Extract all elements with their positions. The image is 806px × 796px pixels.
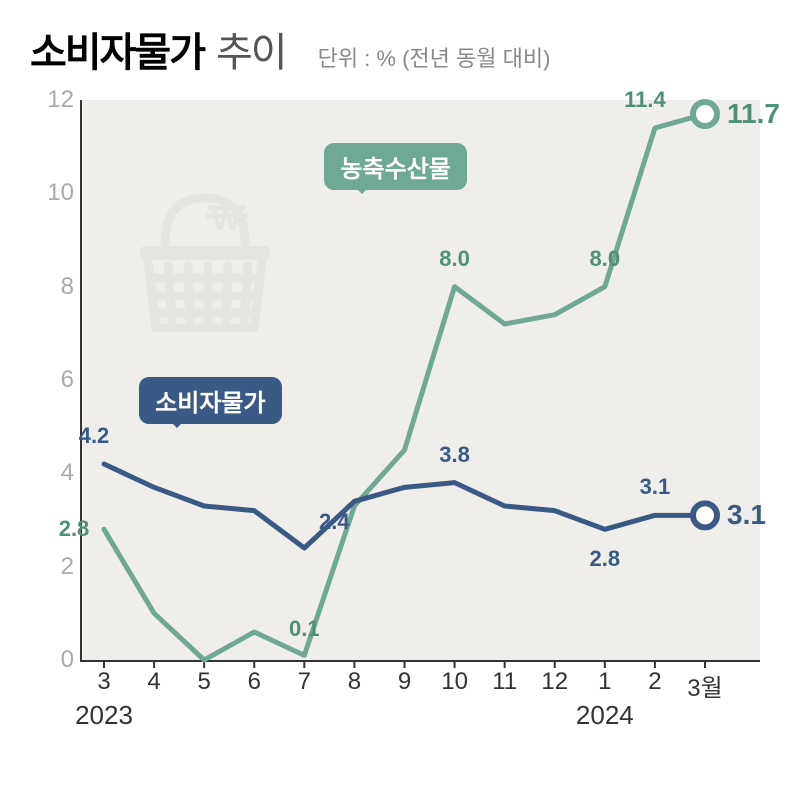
x-tick-label: 1 [598,668,611,696]
end-value-label: 3.1 [727,499,766,531]
x-axis [80,660,760,662]
x-year-label: 2023 [75,700,133,731]
x-tick-label: 3월 [687,668,722,703]
y-tick-label: 0 [30,646,74,674]
series-badge: 농축수산물 [324,143,466,190]
unit-label: 단위 : % (전년 동월 대비) [318,41,551,73]
x-tick-label: 7 [298,668,311,696]
x-tick-label: 8 [348,668,361,696]
data-point-label: 8.0 [590,246,621,272]
y-tick-label: 6 [30,366,74,394]
end-marker [693,102,717,126]
data-point-label: 0.1 [289,616,320,642]
chart-area: W 024681012 3456789101112123월20232024 11… [30,88,776,768]
data-point-label: 2.8 [59,516,90,542]
y-tick-label: 10 [30,179,74,207]
data-point-label: 4.2 [79,423,110,449]
end-value-label: 11.7 [727,98,780,130]
x-tick-label: 11 [492,668,517,696]
x-tick-label: 12 [541,668,568,696]
data-point-label: 3.1 [640,474,671,500]
x-tick-label: 5 [197,668,210,696]
data-point-label: 11.4 [624,87,666,113]
title-light: 추이 [216,20,286,78]
chart-header: 소비자물가 추이 단위 : % (전년 동월 대비) [30,20,776,78]
series-badge: 소비자물가 [139,377,281,424]
y-tick-label: 4 [30,459,74,487]
x-tick-label: 6 [248,668,261,696]
y-tick-label: 12 [30,86,74,114]
data-point-label: 3.8 [439,442,470,468]
x-tick-label: 2 [648,668,661,696]
x-tick-label: 4 [147,668,160,696]
x-year-label: 2024 [576,700,634,731]
end-marker [693,503,717,527]
data-point-label: 2.8 [590,546,621,572]
y-tick-label: 8 [30,273,74,301]
data-point-label: 8.0 [439,246,470,272]
x-tick-label: 3 [97,668,110,696]
chart-container: 소비자물가 추이 단위 : % (전년 동월 대비) [0,0,806,796]
title-bold: 소비자물가 [30,20,204,78]
data-point-label: 2.4 [319,509,350,535]
x-tick-label: 9 [398,668,411,696]
series-line [104,464,705,548]
x-tick-label: 10 [441,668,468,696]
y-tick-label: 2 [30,553,74,581]
